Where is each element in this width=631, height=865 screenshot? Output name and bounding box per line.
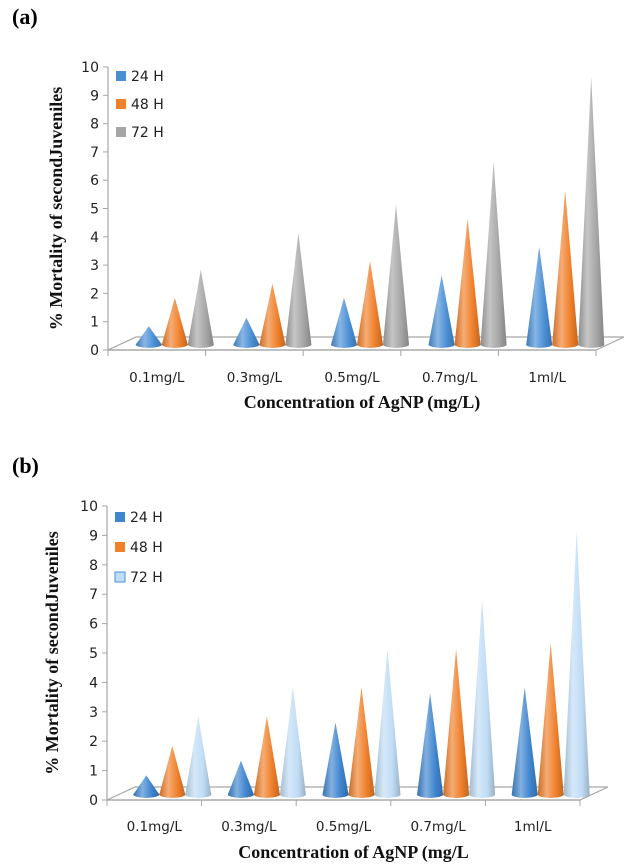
y-axis-title: % Mortality of secondJuveniles [42,531,62,774]
y-tick-label: 1 [90,315,99,331]
legend-label-1: 48 H [131,97,164,113]
y-tick-label: 10 [80,499,98,515]
legend-swatch-0 [116,71,126,81]
x-category-label: 0.7mg/L [422,370,478,386]
y-tick-label: 0 [89,793,98,809]
x-category-label: 0.3mg/L [221,819,277,835]
y-tick-label: 4 [89,675,98,691]
cone-72h-0 [185,716,212,798]
y-tick-label: 7 [89,587,98,603]
legend-swatch-0 [115,512,125,522]
y-tick-label: 3 [90,258,99,274]
y-tick-label: 1 [89,764,98,780]
cone-24h-0 [133,775,160,798]
y-tick-label: 4 [90,230,99,246]
y-tick-label: 8 [90,117,99,133]
x-category-label: 1ml/L [528,370,566,386]
cone-48h-2 [357,261,383,348]
x-category-label: 1ml/L [514,819,552,835]
cone-72h-2 [383,204,409,348]
y-tick-label: 0 [90,343,99,359]
legend-swatch-1 [116,99,126,109]
cone-72h-0 [187,269,214,348]
legend-swatch-1 [115,542,125,552]
cone-24h-1 [227,760,254,798]
x-category-label: 0.7mg/L [410,819,466,835]
cone-24h-4 [526,246,553,348]
legend-label-1: 48 H [130,540,163,556]
legend-label-0: 24 H [130,510,163,526]
y-tick-label: 5 [89,646,98,662]
x-axis-title: Concentration of AgNP (mg/L) [244,392,480,413]
legend-label-2: 72 H [131,125,164,141]
cone-24h-4 [511,687,538,798]
y-tick-label: 2 [89,734,98,750]
cone-48h-3 [443,649,470,798]
cone-24h-3 [428,275,455,348]
y-tick-label: 3 [89,705,98,721]
legend-label-0: 24 H [131,69,164,85]
chart-b: 0 1 2 3 4 5 6 7 8 9 10 0.1mg/L 0.3mg/L 0.5mg/L 0.7mg/L… [42,499,609,863]
cone-24h-2 [322,722,349,798]
legend-label-2: 72 H [130,570,163,586]
x-category-label: 0.5mg/L [316,819,372,835]
cone-24h-0 [135,326,162,348]
y-tick-label: 5 [90,202,99,218]
cone-72h-1 [285,232,312,348]
cone-72h-3 [480,162,507,348]
cone-48h-2 [348,687,375,798]
x-category-label: 0.1mg/L [127,819,183,835]
cone-24h-2 [331,297,357,348]
cone-48h-0 [159,746,186,798]
cone-72h-4 [578,77,605,348]
y-tick-label: 10 [81,60,99,76]
y-tick-label: 7 [90,145,99,161]
panel-label-b: (b) [12,453,39,478]
legend-swatch-2 [114,571,126,583]
cone-48h-0 [161,297,188,348]
cone-48h-4 [537,643,564,798]
cone-24h-1 [233,317,260,348]
legend-swatch-2 [116,127,126,137]
cone-72h-3 [469,599,496,798]
y-tick-label: 8 [89,558,98,574]
y-tick-label: 9 [90,88,99,104]
x-category-label: 0.3mg/L [227,370,283,386]
cone-48h-3 [454,218,481,348]
cone-48h-4 [552,190,579,348]
y-tick-label: 6 [89,617,98,633]
y-axis-title: % Mortality of secondJuveniles [46,87,66,330]
cone-24h-3 [417,693,444,798]
cone-72h-2 [374,649,401,798]
y-tick-label: 9 [89,528,98,544]
cone-72h-1 [279,687,306,798]
y-tick-label: 6 [90,173,99,189]
x-axis-title: Concentration of AgNP (mg/L [238,842,468,863]
panel-label-a: (a) [12,4,38,29]
cone-48h-1 [253,716,280,798]
chart-a: 0 1 2 3 4 5 6 7 8 9 10 0.1mg/L 0.3mg/L 0.5mg/L 0.7mg/L… [46,60,625,413]
x-category-label: 0.1mg/L [129,370,185,386]
x-category-label: 0.5mg/L [324,370,380,386]
cone-48h-1 [259,283,286,348]
y-tick-label: 2 [90,286,99,302]
cone-72h-4 [563,531,590,798]
